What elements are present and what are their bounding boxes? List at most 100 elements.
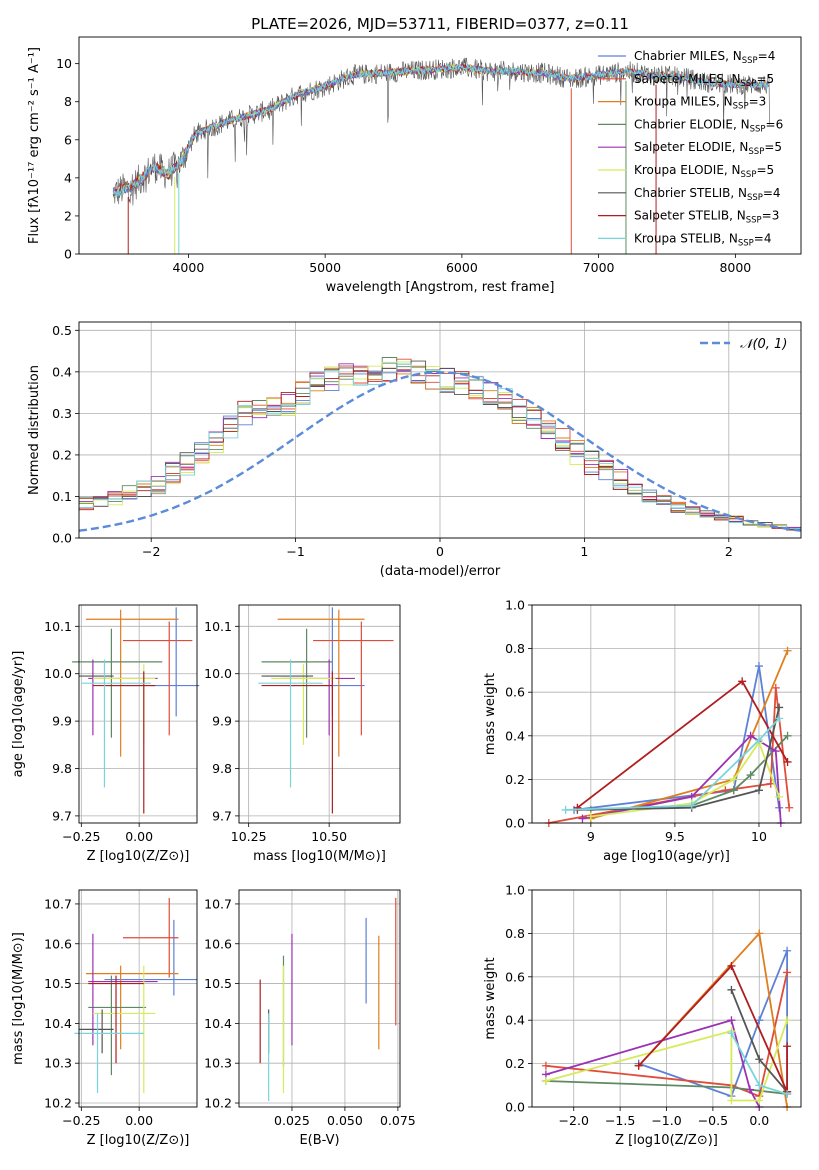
y-tick-label: 9.8 xyxy=(52,761,72,776)
residuals-ylabel: Normed distribution xyxy=(27,365,42,495)
y-tick-label: 0.4 xyxy=(52,364,72,379)
mass-weight-marker xyxy=(754,786,763,795)
gaussian-curve xyxy=(78,371,802,532)
y-tick-label: 10.3 xyxy=(44,1056,72,1071)
mass-vs-Z-axes: −0.25 0.00 10.2 10.3 10.4 10.5 10.6 10.7 xyxy=(44,890,197,1128)
y-tick-label: 9.7 xyxy=(52,808,72,823)
mass-weight-line xyxy=(573,665,780,811)
mass-weight-marker xyxy=(775,792,784,801)
legend-label: Salpeter MILES, NSSP=5 xyxy=(634,72,774,89)
y-tick-label: 10.2 xyxy=(44,1096,72,1111)
spectrum-legend: Chabrier MILES, NSSP=4 Salpeter MILES, NS… xyxy=(598,49,783,248)
mass-weight-line xyxy=(545,1019,761,1108)
x-tick-label: 9.5 xyxy=(665,829,685,844)
x-tick-label: 0.025 xyxy=(274,1113,310,1128)
y-tick-label: 1.0 xyxy=(505,598,525,613)
age-vs-mass-axes: 10.25 10.50 9.7 9.8 9.9 10.0 10.1 xyxy=(204,605,400,844)
y-tick-label: 0.8 xyxy=(505,926,525,941)
legend-label: Kroupa ELODIE, NSSP=5 xyxy=(634,163,774,180)
y-tick-label: 10.5 xyxy=(44,976,72,991)
mass-weight-marker xyxy=(687,801,696,810)
y-tick-label: 4 xyxy=(64,170,72,185)
x-tick-label: 10.25 xyxy=(231,829,267,844)
age-vs-Z-frame xyxy=(78,604,198,824)
mass-weight-marker xyxy=(783,946,792,955)
y-tick-label: 0.4 xyxy=(505,1013,525,1028)
mass-weight-marker xyxy=(755,1081,764,1090)
mass-weight-vs-age-series xyxy=(544,646,794,827)
mass-weight-line xyxy=(638,964,788,1093)
mass-weight-marker xyxy=(783,757,792,766)
mass-weight-marker xyxy=(755,1016,764,1025)
mass-weight-marker xyxy=(775,703,784,712)
age-vs-mass-xlabel: mass [log10(M/M⊙)] xyxy=(253,849,386,864)
x-tick-label: 0.075 xyxy=(380,1113,416,1128)
y-tick-label: 0.0 xyxy=(52,531,72,546)
mass-weight-marker xyxy=(783,1089,792,1098)
y-tick-label: 10.7 xyxy=(204,896,232,911)
mass-weight-vs-Z-frame xyxy=(531,889,802,1108)
mass-weight-vs-Z-axes: −2.0 −1.5 −1.0 −0.5 0.0 0.0 0.2 0.4 0.6 0.8 1.0 xyxy=(505,883,801,1128)
spectrum-xlabel: wavelength [Angstrom, rest frame] xyxy=(326,280,555,295)
y-tick-label: 0.0 xyxy=(505,1100,525,1115)
mass-weight-vs-age-xlabel: age [log10(age/yr)] xyxy=(603,849,730,864)
y-tick-label: 9.9 xyxy=(52,714,72,729)
y-tick-label: 0.8 xyxy=(505,641,525,656)
y-tick-label: 9.7 xyxy=(212,808,232,823)
spectrum-series-line xyxy=(112,63,770,197)
y-tick-label: 0.0 xyxy=(505,816,525,831)
age-vs-mass-points xyxy=(258,607,394,814)
x-tick-label: 7000 xyxy=(583,260,615,275)
y-tick-label: 1.0 xyxy=(505,883,525,898)
legend-label: Chabrier MILES, NSSP=4 xyxy=(634,49,775,66)
mass-vs-Z-points xyxy=(74,897,197,1094)
mass-weight-vs-Z-xlabel: Z [log10(Z/Z⊙)] xyxy=(615,1133,718,1148)
x-tick-label: −0.25 xyxy=(62,1113,100,1128)
x-tick-label: −1 xyxy=(286,544,304,559)
mass-vs-EBV-axes: 0.025 0.050 0.075 10.2 10.3 10.4 10.5 10.6 10.7 xyxy=(204,890,416,1128)
mass-weight-marker xyxy=(745,1085,754,1094)
mass-weight-marker xyxy=(727,1016,736,1025)
mass-vs-Z-xlabel: Z [log10(Z/Z⊙)] xyxy=(87,1133,190,1148)
mass-vs-Z-frame xyxy=(78,889,198,1108)
legend-label: Chabrier STELIB, NSSP=4 xyxy=(634,186,781,203)
legend-label: Salpeter STELIB, NSSP=3 xyxy=(634,209,779,226)
y-tick-label: 10.4 xyxy=(44,1016,72,1031)
mass-weight-marker xyxy=(755,1096,764,1105)
mass-weight-marker xyxy=(738,677,747,686)
y-tick-label: 9.9 xyxy=(212,714,232,729)
mass-weight-marker xyxy=(783,1016,792,1025)
age-vs-Z-points xyxy=(72,607,200,814)
x-tick-label: −2 xyxy=(142,544,160,559)
mass-vs-EBV-points xyxy=(259,897,397,1102)
histogram-series-line xyxy=(79,361,801,531)
y-tick-label: 10.6 xyxy=(44,936,72,951)
mass-vs-EBV-xlabel: E(B-V) xyxy=(299,1133,339,1148)
mass-weight-marker xyxy=(783,1042,792,1051)
mass-weight-marker xyxy=(771,747,780,756)
x-tick-label: 9 xyxy=(587,829,595,844)
mass-weight-marker xyxy=(754,662,763,671)
mass-weight-marker xyxy=(785,803,794,812)
y-tick-label: 10.7 xyxy=(44,896,72,911)
histogram-series-line xyxy=(79,360,801,531)
y-tick-label: 0.2 xyxy=(505,772,525,787)
y-tick-label: 10.1 xyxy=(204,619,232,634)
y-tick-label: 0.2 xyxy=(505,1056,525,1071)
figure-title: PLATE=2026, MJD=53711, FIBERID=0377, z=0… xyxy=(251,15,629,33)
y-tick-label: 0.4 xyxy=(505,728,525,743)
mass-weight-line xyxy=(576,679,789,809)
y-tick-label: 10.6 xyxy=(204,936,232,951)
y-tick-label: 0.2 xyxy=(52,447,72,462)
mass-weight-line xyxy=(565,717,780,811)
mass-vs-EBV-frame xyxy=(238,889,401,1108)
mass-weight-marker xyxy=(729,775,738,784)
x-tick-label: 1 xyxy=(580,544,588,559)
mass-weight-marker xyxy=(727,985,736,994)
age-vs-mass-frame xyxy=(238,604,401,824)
mass-weight-marker xyxy=(755,929,764,938)
y-tick-label: 10.3 xyxy=(204,1056,232,1071)
y-tick-label: 0.5 xyxy=(52,323,72,338)
y-tick-label: 10.5 xyxy=(204,976,232,991)
